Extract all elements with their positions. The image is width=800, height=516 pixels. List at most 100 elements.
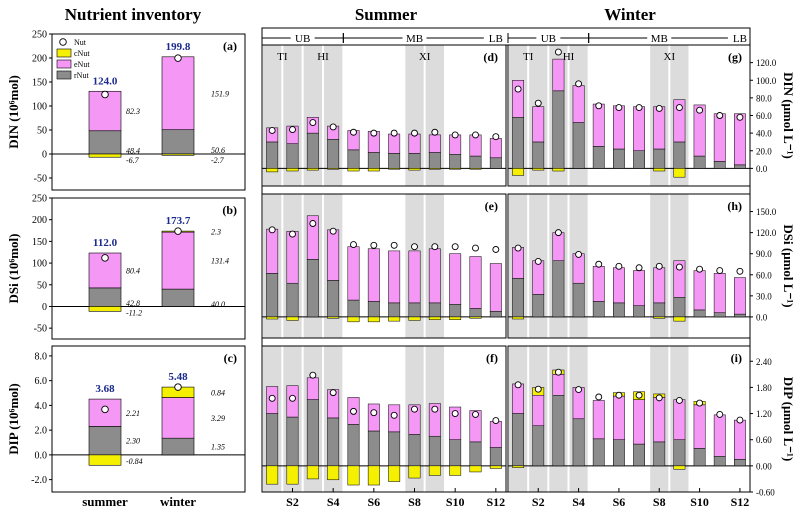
- nut-marker: [472, 244, 479, 252]
- nut-marker: [411, 129, 418, 137]
- bar-cNut: [449, 316, 462, 320]
- nut-marker: [289, 394, 296, 402]
- bar-eNut: [592, 103, 605, 147]
- bar-rNut: [388, 431, 401, 467]
- x-tick-label: S2: [286, 495, 299, 509]
- nut-marker: [534, 99, 542, 107]
- y-tick-label: 100: [32, 259, 47, 270]
- bar-rNut: [693, 155, 706, 169]
- bar-rNut: [449, 304, 462, 318]
- nut-marker: [451, 410, 459, 418]
- bar-eNut: [653, 397, 666, 443]
- bar-cNut: [327, 168, 340, 170]
- y-tick-label: 120.0: [756, 58, 777, 68]
- value-label-eNut: 82.3: [126, 107, 140, 116]
- bar-cNut: [367, 168, 380, 172]
- nut-marker: [635, 264, 643, 272]
- bar-cNut: [266, 465, 279, 485]
- nut-marker: [350, 128, 357, 136]
- bar-cNut: [512, 316, 524, 320]
- legend-swatch-eNut: [56, 59, 72, 69]
- bar-eNut: [734, 277, 746, 315]
- bar-cNut: [428, 465, 441, 476]
- station-panel-winter-dip: (i) S2 S4 S6 S8 S10 S12: [508, 346, 750, 509]
- nut-marker: [390, 129, 398, 137]
- bar-rNut: [653, 441, 666, 467]
- bar-rNut: [327, 139, 340, 169]
- x-category-label: summer: [82, 494, 128, 509]
- x-tick-label: S12: [486, 495, 505, 509]
- bar-eNut: [306, 215, 319, 260]
- bar-rNut: [673, 439, 686, 467]
- nut-marker: [329, 123, 337, 131]
- bar-eNut: [469, 256, 482, 309]
- nut-marker: [716, 267, 724, 275]
- bar-cNut: [367, 465, 380, 486]
- region-label-LB: LB: [489, 33, 503, 45]
- bar-rNut: [367, 430, 380, 467]
- value-label-eNut: 3.29: [210, 414, 225, 423]
- bar-cNut: [408, 316, 421, 321]
- value-label-eNut: 151.9: [211, 89, 229, 98]
- bar-rNut: [266, 273, 279, 318]
- bar-rNut: [327, 417, 340, 467]
- y-tick-label: 1.80: [756, 383, 772, 393]
- y-tick-label: -50: [34, 174, 47, 185]
- panel-frame: [51, 345, 246, 493]
- nut-marker: [595, 260, 603, 268]
- station-panel-winter-din: TI HI XI (g): [508, 45, 750, 186]
- nut-marker: [696, 265, 704, 273]
- value-label-eNut: 131.4: [211, 257, 229, 266]
- bar-rNut: [408, 302, 421, 318]
- bar-rNut: [613, 302, 625, 318]
- y-tick-label: 90.0: [756, 249, 772, 259]
- bar-rNut: [592, 438, 605, 467]
- x-tick-label: S8: [408, 495, 421, 509]
- nut-marker: [174, 227, 182, 235]
- bar-eNut: [613, 267, 625, 304]
- nut-marker: [268, 394, 276, 402]
- bar-eNut: [428, 403, 441, 437]
- bar-cNut: [408, 168, 421, 171]
- y-axis-label: DIP (10⁶mol): [6, 383, 21, 454]
- nut-marker: [370, 409, 378, 417]
- y-tick-label: 100: [32, 102, 47, 113]
- y-tick-label: 0: [42, 302, 47, 313]
- bar-cNut: [489, 465, 502, 469]
- y-tick-label: 0.00: [756, 461, 772, 471]
- right-axis-din: 0.0 20.0 40.0 60.0 80.0 100.0 120.0 DIN (μmol L…: [750, 58, 796, 174]
- bar-cNut: [88, 306, 122, 312]
- bar-rNut: [286, 416, 299, 467]
- y-tick-label: 0.0: [35, 450, 48, 461]
- bar-rNut: [734, 164, 746, 169]
- value-label-rNut: 1.35: [211, 443, 225, 452]
- nut-marker: [431, 405, 439, 413]
- bar-eNut: [633, 270, 645, 306]
- nut-marker: [451, 131, 459, 139]
- bar-rNut: [572, 418, 585, 467]
- value-label-cNut: 2.3: [211, 228, 221, 237]
- y-tick-label: 0.0: [756, 312, 768, 322]
- title-nutrient-inventory: Nutrient inventory: [65, 5, 202, 24]
- x-category-label: winter: [160, 494, 196, 509]
- nut-marker: [101, 254, 109, 262]
- panel-label: (d): [483, 50, 498, 64]
- bar-cNut: [286, 168, 299, 172]
- bar-cNut: [428, 316, 441, 320]
- nut-marker: [350, 241, 357, 249]
- bar-cNut: [388, 316, 401, 322]
- bar-rNut: [572, 122, 585, 169]
- bar-rNut: [469, 155, 482, 169]
- bar-eNut: [428, 134, 441, 153]
- y-tick-label: 150.0: [756, 207, 777, 217]
- right-axis-dsi: 0.0 30.0 60.0 90.0 120.0 150.0 DSi (μmol L⁻¹): [750, 207, 796, 322]
- nut-marker: [615, 262, 623, 270]
- station-panel-summer-dsi: (e): [262, 194, 506, 338]
- bar-rNut: [653, 302, 666, 318]
- bar-cNut: [327, 465, 340, 481]
- bar-cNut: [88, 454, 122, 466]
- nut-marker: [289, 126, 296, 134]
- nut-marker: [268, 127, 276, 134]
- bar-rNut: [428, 435, 441, 467]
- nut-marker: [615, 391, 623, 399]
